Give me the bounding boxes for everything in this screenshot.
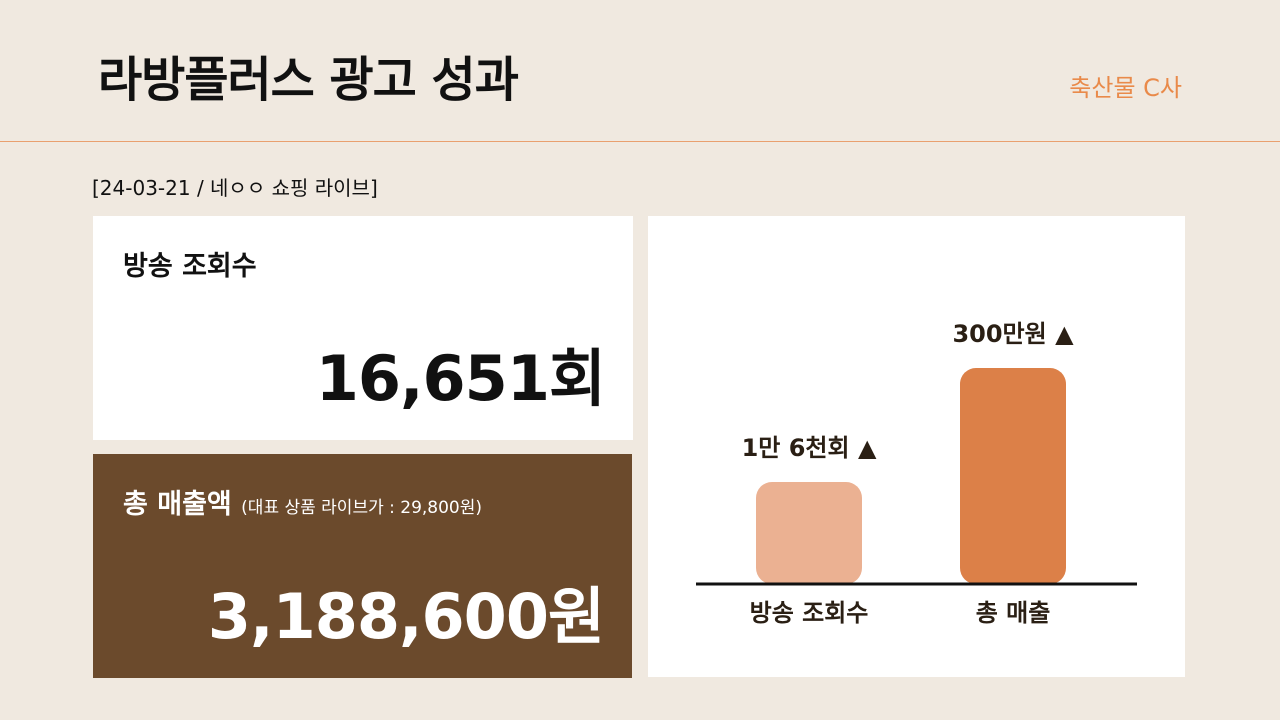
card-title-text: 총 매출액 (123, 489, 232, 520)
sales-card: 총 매출액 (대표 상품 라이브가 : 29,800원) 3,188,600원 (93, 454, 632, 678)
chart: 1만 6천회 ▲ 300만원 ▲ 방송 조회수 총 매출 (696, 320, 1137, 627)
title: 라방플러스 광고 성과 (98, 52, 519, 108)
chart-card: 1만 6천회 ▲ 300만원 ▲ 방송 조회수 총 매출 (648, 216, 1185, 677)
card-title: 총 매출액 (대표 상품 라이브가 : 29,800원) (123, 482, 482, 521)
bar-label: 1만 6천회 ▲ (742, 434, 877, 462)
bar (756, 482, 862, 584)
category-label: 방송 조회수 (750, 599, 869, 627)
card-value: 3,188,600원 (207, 580, 605, 653)
bar-label: 300만원 ▲ (952, 320, 1074, 348)
views-card: 방송 조회수 16,651회 (93, 216, 633, 440)
bar (960, 368, 1066, 584)
client: 축산물 C사 (1069, 74, 1182, 102)
category-label: 총 매출 (976, 599, 1051, 627)
divider (0, 141, 1280, 142)
card-title: 방송 조회수 (123, 251, 257, 282)
card-value: 16,651회 (315, 342, 606, 415)
card-note: (대표 상품 라이브가 : 29,800원) (241, 498, 483, 518)
subtitle: [24-03-21 / 네ㅇㅇ 쇼핑 라이브] (92, 176, 378, 200)
